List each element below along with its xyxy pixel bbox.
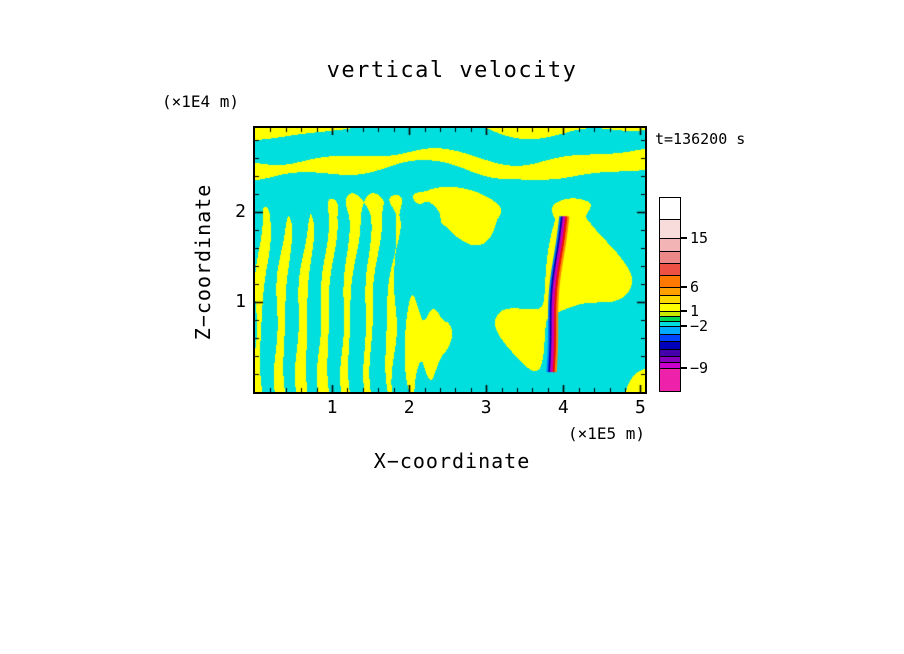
colorbar-tick bbox=[681, 367, 687, 369]
colorbar-segment bbox=[660, 312, 680, 317]
x-tick-label: 3 bbox=[480, 397, 492, 418]
colorbar-divider bbox=[660, 316, 680, 317]
y-tick-label: 1 bbox=[235, 290, 246, 312]
colorbar-divider bbox=[660, 368, 680, 369]
colorbar-tick bbox=[681, 310, 687, 312]
x-axis-unit-label: (×1E5 m) bbox=[568, 424, 646, 443]
colorbar-tick-label: 6 bbox=[690, 278, 700, 296]
colorbar-divider bbox=[660, 295, 680, 296]
colorbar-segment bbox=[660, 327, 680, 335]
x-tick-label: 5 bbox=[634, 397, 646, 418]
x-tick-label: 4 bbox=[557, 397, 569, 418]
colorbar-divider bbox=[660, 275, 680, 276]
colorbar bbox=[659, 197, 681, 392]
x-tick-label: 2 bbox=[403, 397, 415, 418]
colorbar-segment bbox=[660, 322, 680, 327]
colorbar-segment bbox=[660, 252, 680, 264]
colorbar-divider bbox=[660, 362, 680, 363]
z-axis-unit-label: (×1E4 m) bbox=[162, 92, 240, 111]
colorbar-tick bbox=[681, 325, 687, 327]
plot-area bbox=[253, 126, 647, 394]
colorbar-segment bbox=[660, 335, 680, 342]
colorbar-divider bbox=[660, 303, 680, 304]
colorbar-divider bbox=[660, 349, 680, 350]
colorbar-segment bbox=[660, 363, 680, 369]
colorbar-divider bbox=[660, 341, 680, 342]
colorbar-tick-label: 15 bbox=[690, 229, 709, 247]
colorbar-tick bbox=[681, 237, 687, 239]
colorbar-divider bbox=[660, 263, 680, 264]
colorbar-tick-label: −9 bbox=[690, 359, 709, 377]
colorbar-segment bbox=[660, 276, 680, 288]
colorbar-segment bbox=[660, 296, 680, 304]
colorbar-tick-label: 1 bbox=[690, 302, 700, 320]
colorbar-segment bbox=[660, 220, 680, 239]
colorbar-divider bbox=[660, 238, 680, 239]
colorbar-segment bbox=[660, 304, 680, 312]
colorbar-segment bbox=[660, 350, 680, 357]
colorbar-divider bbox=[660, 287, 680, 288]
heatmap-canvas bbox=[255, 128, 645, 392]
colorbar-divider bbox=[660, 356, 680, 357]
colorbar-divider bbox=[660, 311, 680, 312]
colorbar-segment bbox=[660, 264, 680, 276]
colorbar-divider bbox=[660, 321, 680, 322]
time-annotation: t=136200 s bbox=[655, 130, 746, 148]
colorbar-segment bbox=[660, 239, 680, 252]
colorbar-divider bbox=[660, 326, 680, 327]
colorbar-divider bbox=[660, 334, 680, 335]
colorbar-divider bbox=[660, 219, 680, 220]
colorbar-segment bbox=[660, 317, 680, 322]
colorbar-segment bbox=[660, 342, 680, 350]
colorbar-tick bbox=[681, 286, 687, 288]
x-axis-label: X−coordinate bbox=[373, 449, 531, 473]
x-tick-label: 1 bbox=[326, 397, 338, 418]
colorbar-segment bbox=[660, 288, 680, 296]
colorbar-divider bbox=[660, 251, 680, 252]
y-tick-label: 2 bbox=[235, 200, 246, 222]
chart-title: vertical velocity bbox=[326, 58, 578, 83]
colorbar-tick-label: −2 bbox=[690, 317, 709, 335]
colorbar-segment bbox=[660, 369, 680, 391]
colorbar-segment bbox=[660, 198, 680, 220]
colorbar-segment bbox=[660, 357, 680, 363]
